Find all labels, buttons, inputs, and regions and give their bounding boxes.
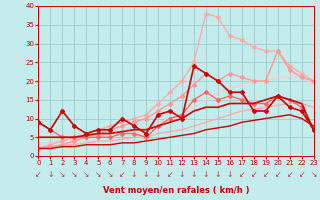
Text: ↓: ↓ xyxy=(131,170,137,179)
Text: ↓: ↓ xyxy=(179,170,185,179)
Text: ↓: ↓ xyxy=(215,170,221,179)
Text: ↓: ↓ xyxy=(143,170,149,179)
Text: ↙: ↙ xyxy=(299,170,305,179)
Text: ↙: ↙ xyxy=(239,170,245,179)
Text: ↙: ↙ xyxy=(167,170,173,179)
Text: ↙: ↙ xyxy=(262,170,269,179)
Text: ↘: ↘ xyxy=(83,170,90,179)
X-axis label: Vent moyen/en rafales ( km/h ): Vent moyen/en rafales ( km/h ) xyxy=(103,186,249,195)
Text: ↘: ↘ xyxy=(71,170,77,179)
Text: ↘: ↘ xyxy=(310,170,317,179)
Text: ↘: ↘ xyxy=(95,170,101,179)
Text: ↙: ↙ xyxy=(286,170,293,179)
Text: ↓: ↓ xyxy=(191,170,197,179)
Text: ↙: ↙ xyxy=(35,170,42,179)
Text: ↙: ↙ xyxy=(251,170,257,179)
Text: ↘: ↘ xyxy=(59,170,66,179)
Text: ↙: ↙ xyxy=(119,170,125,179)
Text: ↓: ↓ xyxy=(227,170,233,179)
Text: ↓: ↓ xyxy=(47,170,53,179)
Text: ↓: ↓ xyxy=(203,170,209,179)
Text: ↘: ↘ xyxy=(107,170,113,179)
Text: ↓: ↓ xyxy=(155,170,161,179)
Text: ↙: ↙ xyxy=(275,170,281,179)
